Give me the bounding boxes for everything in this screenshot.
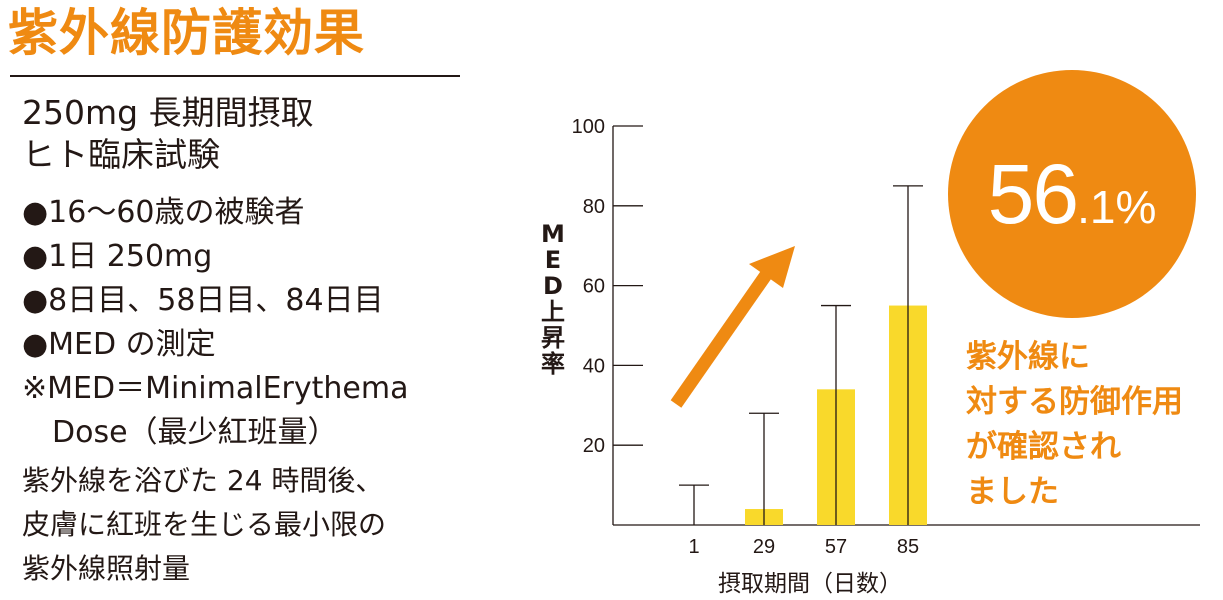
y-axis-label-char: D — [543, 272, 563, 300]
title-divider — [10, 75, 460, 77]
trend-arrow-shaft — [670, 268, 774, 408]
result-note: 紫外線に 対する防御作用 が確認され ました — [966, 335, 1183, 515]
trend-arrow-head — [749, 246, 795, 288]
y-tick-label: 20 — [583, 435, 605, 457]
y-axis-label-char: 昇 — [541, 324, 565, 352]
list-item: Dose（最少紅班量） — [52, 415, 338, 450]
y-axis-label-char: M — [541, 220, 565, 248]
x-tick-label: 85 — [897, 536, 919, 558]
note-line: ました — [966, 474, 1059, 510]
list-item: ●16～60歳の被験者 — [22, 195, 305, 230]
badge-value: 56 — [987, 147, 1079, 241]
subtitle: 250mg 長期間摂取 ヒト臨床試験 — [22, 92, 314, 176]
y-axis-label-char: 上 — [541, 298, 565, 326]
result-badge: 56.1% — [948, 70, 1196, 318]
list-item: ●1日 250mg — [22, 239, 213, 274]
subtitle-line: ヒト臨床試験 — [22, 135, 220, 174]
y-tick-label: 40 — [583, 355, 605, 377]
description-line: 紫外線照射量 — [22, 552, 191, 585]
subtitle-line: 250mg 長期間摂取 — [22, 93, 314, 132]
note-line: 対する防御作用 — [966, 384, 1183, 420]
description-line: 紫外線を浴びた 24 時間後、 — [22, 464, 384, 497]
note-line: 紫外線に — [966, 339, 1090, 375]
med-description: 紫外線を浴びた 24 時間後、 皮膚に紅班を生じる最小限の 紫外線照射量 — [22, 459, 386, 591]
description-line: 皮膚に紅班を生じる最小限の — [22, 508, 387, 541]
y-axis-label-char: E — [545, 246, 561, 274]
list-item: ●8日目、58日目、84日目 — [22, 283, 384, 318]
y-axis-label-char: 率 — [541, 350, 565, 378]
x-tick-label: 29 — [753, 536, 775, 558]
badge-decimal: .1% — [1077, 181, 1157, 233]
study-conditions-list: ●16～60歳の被験者 ●1日 250mg ●8日目、58日目、84日目 ●ME… — [22, 191, 408, 455]
x-axis-label: 摂取期間（日数） — [718, 571, 902, 597]
x-tick-label: 1 — [688, 536, 699, 558]
page-title: 紫外線防護効果 — [8, 4, 365, 62]
list-item: ●MED の測定 — [22, 327, 216, 362]
x-tick-label: 57 — [825, 536, 847, 558]
y-tick-label: 100 — [572, 116, 605, 138]
note-line: が確認され — [966, 429, 1121, 465]
y-tick-label: 80 — [583, 196, 605, 218]
y-tick-label: 60 — [583, 276, 605, 298]
list-item: ※MED＝MinimalErythema — [22, 371, 409, 406]
